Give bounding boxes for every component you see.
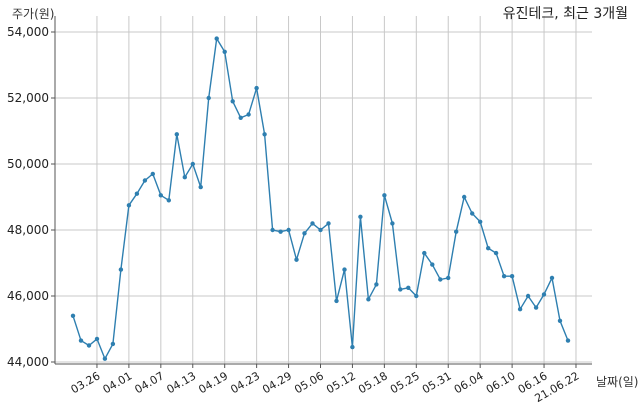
data-point: [246, 112, 251, 117]
data-point: [166, 198, 171, 203]
data-point: [470, 211, 475, 216]
data-point: [501, 274, 507, 279]
x-tick-label: 06.04: [452, 369, 486, 396]
data-point: [358, 214, 363, 219]
data-point: [86, 343, 92, 348]
x-tick-label: 04.23: [228, 369, 262, 396]
x-tick-label: 05.25: [388, 369, 422, 396]
data-point: [334, 298, 339, 304]
x-tick-label: 04.29: [260, 369, 294, 396]
data-point: [78, 338, 84, 343]
data-point: [478, 219, 483, 224]
data-point: [230, 99, 235, 104]
data-point: [525, 293, 531, 299]
data-point: [110, 341, 116, 347]
price-points: [70, 36, 571, 361]
data-point: [222, 49, 227, 54]
data-point: [70, 313, 76, 318]
data-point: [310, 221, 315, 226]
data-point: [374, 282, 379, 287]
x-tick-label: 04.13: [164, 369, 198, 396]
data-point: [454, 229, 459, 234]
x-tick-label: 05.12: [324, 369, 358, 396]
data-point: [286, 227, 291, 233]
data-point: [366, 297, 371, 302]
data-point: [158, 193, 163, 198]
data-point: [126, 203, 132, 208]
data-point: [214, 36, 219, 41]
y-tick-label: 50,000: [7, 157, 49, 171]
x-tick-label: 06.10: [484, 369, 518, 396]
data-point: [509, 274, 515, 279]
data-point: [206, 95, 211, 101]
data-point: [557, 318, 563, 323]
data-point: [150, 171, 155, 177]
data-point: [398, 287, 403, 292]
data-point: [102, 356, 108, 361]
x-tick-label: 05.18: [356, 369, 390, 396]
data-point: [182, 175, 187, 180]
data-point: [533, 305, 539, 310]
y-tick-label: 48,000: [7, 223, 49, 237]
y-tick-label: 46,000: [7, 289, 49, 303]
data-point: [270, 227, 275, 233]
data-point: [342, 267, 347, 272]
data-point: [318, 227, 323, 233]
data-point: [422, 250, 427, 256]
grid-lines: [51, 16, 592, 368]
data-point: [118, 267, 124, 272]
x-tick-labels: 03.2604.0104.0704.1304.1904.2304.2905.06…: [69, 369, 582, 405]
x-axis-label: 날짜(일): [596, 375, 638, 389]
data-point: [430, 262, 435, 267]
data-point: [390, 221, 395, 226]
data-point: [134, 191, 140, 196]
x-tick-label: 05.31: [420, 369, 454, 396]
y-axis-label: 주가(원): [12, 7, 54, 21]
x-tick-label: 04.01: [101, 369, 135, 396]
data-point: [350, 344, 355, 350]
data-point: [302, 231, 307, 236]
data-point: [254, 85, 259, 91]
data-point: [262, 132, 267, 137]
data-point: [326, 221, 331, 226]
data-point: [190, 161, 195, 167]
x-tick-label: 04.07: [133, 369, 167, 396]
data-point: [382, 193, 387, 198]
y-tick-label: 52,000: [7, 91, 49, 105]
y-tick-label: 44,000: [7, 355, 49, 369]
y-tick-labels: 44,000 46,000 48,000 50,000 52,000 54,000: [7, 25, 49, 369]
x-tick-label: 03.26: [69, 369, 103, 396]
data-point: [198, 184, 203, 190]
data-point: [174, 132, 179, 137]
data-point: [94, 336, 100, 342]
data-point: [142, 178, 148, 183]
axes: [54, 16, 592, 365]
data-point: [517, 307, 523, 312]
data-point: [278, 229, 283, 234]
data-point: [414, 293, 419, 299]
x-tick-label: 04.19: [196, 369, 230, 396]
data-point: [438, 277, 443, 282]
data-point: [549, 275, 555, 281]
data-point: [406, 285, 411, 290]
data-point: [462, 194, 467, 200]
data-point: [446, 275, 451, 281]
data-point: [486, 246, 491, 251]
data-point: [294, 257, 299, 262]
data-point: [493, 250, 499, 256]
data-point: [565, 338, 571, 343]
x-tick-label: 05.06: [292, 369, 326, 396]
y-tick-label: 54,000: [7, 25, 49, 39]
chart-title: 유진테크, 최근 3개월: [503, 6, 628, 22]
data-point: [541, 292, 547, 297]
data-point: [238, 115, 243, 121]
